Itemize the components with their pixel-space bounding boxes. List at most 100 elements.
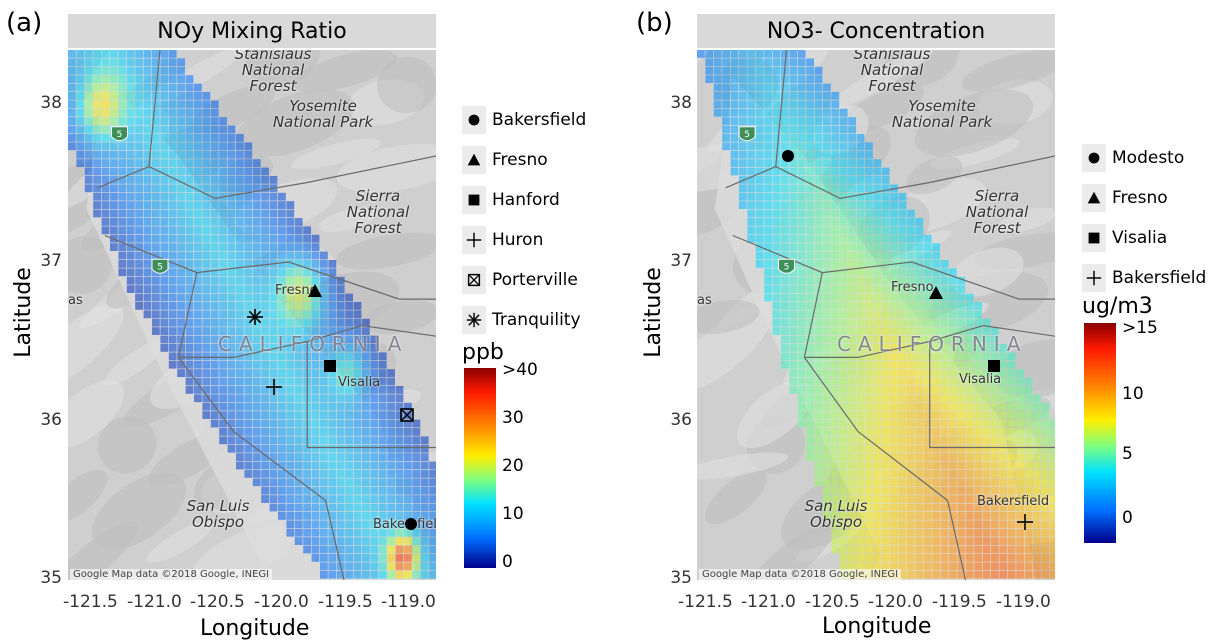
panel-a-ytick: 36 <box>26 410 62 430</box>
site-marker-huron <box>264 377 284 397</box>
map-place-label: Visalia <box>338 375 380 390</box>
panel-b-attribution: Google Map data ©2018 Google, INEGI <box>699 569 901 580</box>
panel-a-colorbar <box>464 368 496 568</box>
panel-b-ylabel: Latitude <box>641 267 666 358</box>
map-place-label: Stanislaus National Forest <box>837 50 947 94</box>
panel-a-xtick: -121.0 <box>127 592 182 612</box>
panel-a-ylabel: Latitude <box>11 267 36 358</box>
panel-b-ytick: 37 <box>656 251 692 271</box>
svg-text:5: 5 <box>744 130 750 140</box>
asterisk-icon <box>462 306 486 334</box>
panel-a-attribution: Google Map data ©2018 Google, INEGI <box>70 569 272 580</box>
panel-b-map: 5 5 Stanislaus National Forest Yosemite Nat… <box>697 50 1055 580</box>
panel-b-ytick: 35 <box>656 568 692 588</box>
panel-b-xtick: -121.0 <box>741 592 796 612</box>
panel-b-ytick: 36 <box>656 410 692 430</box>
panel-a-legend-item: Bakersfield <box>462 104 586 136</box>
panel-b-legend-item: Bakersfield <box>1082 262 1206 294</box>
panel-b-colorbar-title: ug/m3 <box>1082 294 1153 319</box>
map-place-label: San Luis Obispo <box>781 498 891 530</box>
map-place-label: Stanislaus National Forest <box>218 50 328 94</box>
panel-b-legend-label: Bakersfield <box>1112 268 1206 288</box>
svg-text:5: 5 <box>117 130 123 140</box>
panel-a-legend-item: Fresno <box>462 144 548 176</box>
panel-b-legend-item: Visalia <box>1082 222 1167 254</box>
map-place-label: Sierra National Forest <box>323 188 433 236</box>
site-marker-visalia <box>984 356 1004 376</box>
map-place-label: CALIFORNIA <box>837 332 1027 356</box>
site-marker-tranquility <box>245 307 265 327</box>
panel-a-legend-item: Huron <box>462 224 543 256</box>
panel-b-legend-label: Visalia <box>1112 228 1167 248</box>
panel-a-ytick: 35 <box>26 568 62 588</box>
panel-a-legend-label: Bakersfield <box>492 110 586 130</box>
panel-a-xtick: -120.0 <box>254 592 309 612</box>
map-place-label: as <box>697 293 712 308</box>
map-place-label: CALIFORNIA <box>218 332 408 356</box>
site-marker-bakersfield <box>401 514 421 534</box>
square-cross-icon <box>462 266 486 294</box>
panel-a-xtick: -120.5 <box>190 592 245 612</box>
panel-b-xtick: -121.5 <box>678 592 733 612</box>
panel-a-legend-label: Huron <box>492 230 543 250</box>
panel-b-legend-label: Fresno <box>1112 188 1168 208</box>
panel-b-letter: (b) <box>636 8 673 38</box>
panel-b-colorbar-label: 10 <box>1122 384 1144 404</box>
site-marker-fresno <box>305 281 325 301</box>
panel-a-title: NOy Mixing Ratio <box>68 14 436 48</box>
square-filled-icon <box>462 186 486 214</box>
panel-a-colorbar-label: 0 <box>502 552 513 572</box>
circle-filled-icon <box>462 106 486 134</box>
circle-filled-icon <box>1082 144 1106 172</box>
panel-a-map: 5 5 Stanislaus National Forest Yosemite Nat… <box>68 50 436 580</box>
panel-b-xtick: -119.5 <box>932 592 987 612</box>
panel-a-legend-item: Hanford <box>462 184 560 216</box>
panel-a-legend-item: Tranquility <box>462 304 581 336</box>
map-place-label: Sierra National Forest <box>942 188 1052 236</box>
site-marker-fresno <box>926 283 946 303</box>
panel-a-ytick: 37 <box>26 251 62 271</box>
panel-b-colorbar-label: 0 <box>1122 508 1133 528</box>
map-place-label: San Luis Obispo <box>163 498 273 530</box>
panel-a-xtick: -119.5 <box>318 592 373 612</box>
map-place-label: Yosemite National Park <box>887 98 997 130</box>
triangle-filled-icon <box>1082 184 1106 212</box>
panel-b-legend-item: Fresno <box>1082 182 1168 214</box>
plus-icon <box>1082 264 1106 292</box>
map-place-label: Bakersfield <box>977 494 1049 509</box>
panel-b-legend-label: Modesto <box>1112 148 1184 168</box>
panel-a-colorbar-label: 10 <box>502 504 524 524</box>
panel-a-ytick: 38 <box>26 93 62 113</box>
panel-b-xtick: -119.0 <box>996 592 1051 612</box>
plus-icon <box>462 226 486 254</box>
site-marker-modesto <box>778 146 798 166</box>
panel-a-legend-item: Porterville <box>462 264 578 296</box>
map-place-label: Yosemite National Park <box>268 98 378 130</box>
panel-a-legend-label: Tranquility <box>492 310 581 330</box>
site-marker-porterville <box>397 405 417 425</box>
triangle-filled-icon <box>462 146 486 174</box>
panel-b-xtick: -120.5 <box>805 592 860 612</box>
square-filled-icon <box>1082 224 1106 252</box>
panel-b-colorbar-label: 5 <box>1122 444 1133 464</box>
panel-b-legend-item: Modesto <box>1082 142 1184 174</box>
panel-b-colorbar <box>1084 323 1116 543</box>
panel-a-colorbar-label: >40 <box>502 360 538 380</box>
panel-b-title: NO3- Concentration <box>697 14 1055 48</box>
site-marker-bakersfield <box>1015 512 1035 532</box>
site-marker-hanford <box>320 356 340 376</box>
panel-a-letter: (a) <box>6 8 42 38</box>
panel-a-xtick: -121.5 <box>63 592 118 612</box>
panel-b-colorbar-label: >15 <box>1122 318 1158 338</box>
panel-b-xlabel: Longitude <box>822 614 931 639</box>
panel-a-xtick: -119.0 <box>381 592 436 612</box>
panel-a-colorbar-label: 30 <box>502 408 524 428</box>
panel-a-legend-label: Fresno <box>492 150 548 170</box>
panel-a-colorbar-label: 20 <box>502 456 524 476</box>
panel-a-legend-label: Hanford <box>492 190 560 210</box>
panel-a-colorbar-title: ppb <box>462 340 504 365</box>
svg-text:5: 5 <box>784 262 790 272</box>
panel-b-ytick: 38 <box>656 93 692 113</box>
panel-b-xtick: -120.0 <box>868 592 923 612</box>
panel-a-legend-label: Porterville <box>492 270 578 290</box>
